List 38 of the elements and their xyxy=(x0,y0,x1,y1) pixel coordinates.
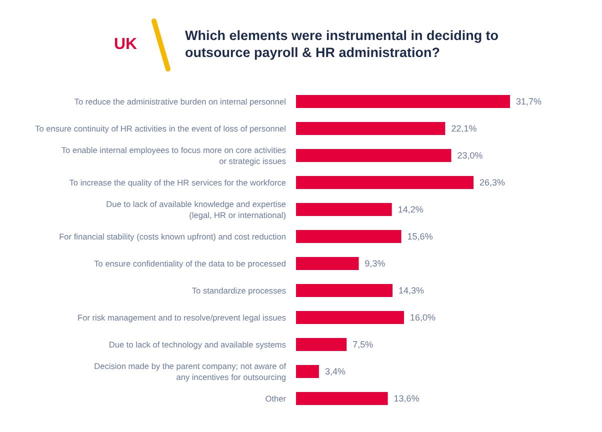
data-label: 22,1% xyxy=(451,124,477,134)
bar xyxy=(296,230,402,243)
bar xyxy=(296,257,359,270)
y-tick-label: To ensure confidentiality of the data to be processed xyxy=(94,258,286,268)
bar xyxy=(296,176,474,189)
y-tick-label: To ensure continuity of HR activities in the event of loss of personnel xyxy=(35,124,286,134)
data-label: 16,0% xyxy=(410,312,436,322)
bar xyxy=(296,122,446,135)
y-tick-label: To reduce the administrative burden on internal personnel xyxy=(74,96,286,106)
y-tick-label: Decision made by the parent company; not aware of any incentives for outsourcing xyxy=(94,361,287,382)
bar xyxy=(296,203,392,216)
data-label: 23,0% xyxy=(457,150,483,160)
data-label: 7,5% xyxy=(352,340,374,350)
data-label: 14,3% xyxy=(398,286,424,296)
y-tick-label: To enable internal employees to focus more on core activities or strategic issues xyxy=(61,145,286,166)
bar xyxy=(296,95,510,108)
data-label: 9,3% xyxy=(364,258,386,268)
bar xyxy=(296,338,347,351)
y-tick-label: Due to lack of technology and available systems xyxy=(108,340,286,350)
y-tick-label: For financial stability (costs known upfront) and cost reduction xyxy=(59,232,286,242)
chart-title: Which elements were instrumental in deciding to outsource payroll & HR administration? xyxy=(185,27,500,61)
data-label: 14,2% xyxy=(398,204,424,214)
text: UK xyxy=(114,36,138,54)
data-label: 13,6% xyxy=(394,394,420,404)
y-tick-label: To increase the quality of the HR services for the workforce xyxy=(69,178,286,188)
y-tick-label: Due to lack of available knowledge and expertise (legal, HR or international) xyxy=(106,199,286,220)
y-tick-label: For risk management and to resolve/prevent legal issues xyxy=(78,312,286,322)
bar xyxy=(296,149,452,162)
data-label: 3,4% xyxy=(324,366,346,376)
bar xyxy=(296,365,319,378)
y-tick-label: To standardize processes xyxy=(192,286,286,296)
y-tick-label: Other xyxy=(265,394,286,404)
data-label: 26,3% xyxy=(480,178,506,188)
bar xyxy=(296,284,393,297)
bar xyxy=(296,311,404,324)
bar xyxy=(296,392,388,405)
data-label: 15,6% xyxy=(407,232,433,242)
data-label: 31,7% xyxy=(516,96,542,106)
